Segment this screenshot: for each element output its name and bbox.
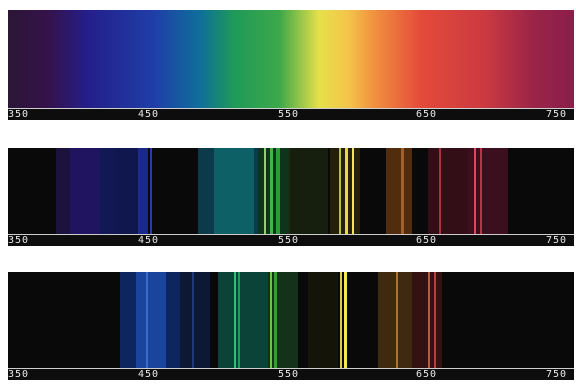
tick-label: 550 [278,369,300,380]
tick-label: 650 [416,235,438,246]
tick-label: 550 [278,109,300,120]
tick-label: 450 [138,109,160,120]
tick-label: 350 [8,235,30,246]
continuous-spectrum-panel: 350 450 550 650 750 [0,10,576,122]
tick-label: 650 [416,369,438,380]
tick-label: 350 [8,369,30,380]
emission-spectrum-panel-2: 350 450 550 650 750 [0,272,576,382]
tick-label: 550 [278,235,300,246]
tick-label: 650 [416,109,438,120]
emission-spectrum [8,272,574,368]
continuous-spectrum [8,10,574,108]
wavelength-scale: 350 450 550 650 750 [8,234,574,246]
tick-label: 350 [8,109,30,120]
tick-label: 450 [138,235,160,246]
emission-spectrum-panel-1: 350 450 550 650 750 [0,148,576,248]
tick-label: 750 [546,369,568,380]
wavelength-scale: 350 450 550 650 750 [8,108,574,120]
tick-label: 750 [546,235,568,246]
wavelength-scale: 350 450 550 650 750 [8,368,574,380]
tick-label: 450 [138,369,160,380]
tick-label: 750 [546,109,568,120]
emission-spectrum [8,148,574,234]
